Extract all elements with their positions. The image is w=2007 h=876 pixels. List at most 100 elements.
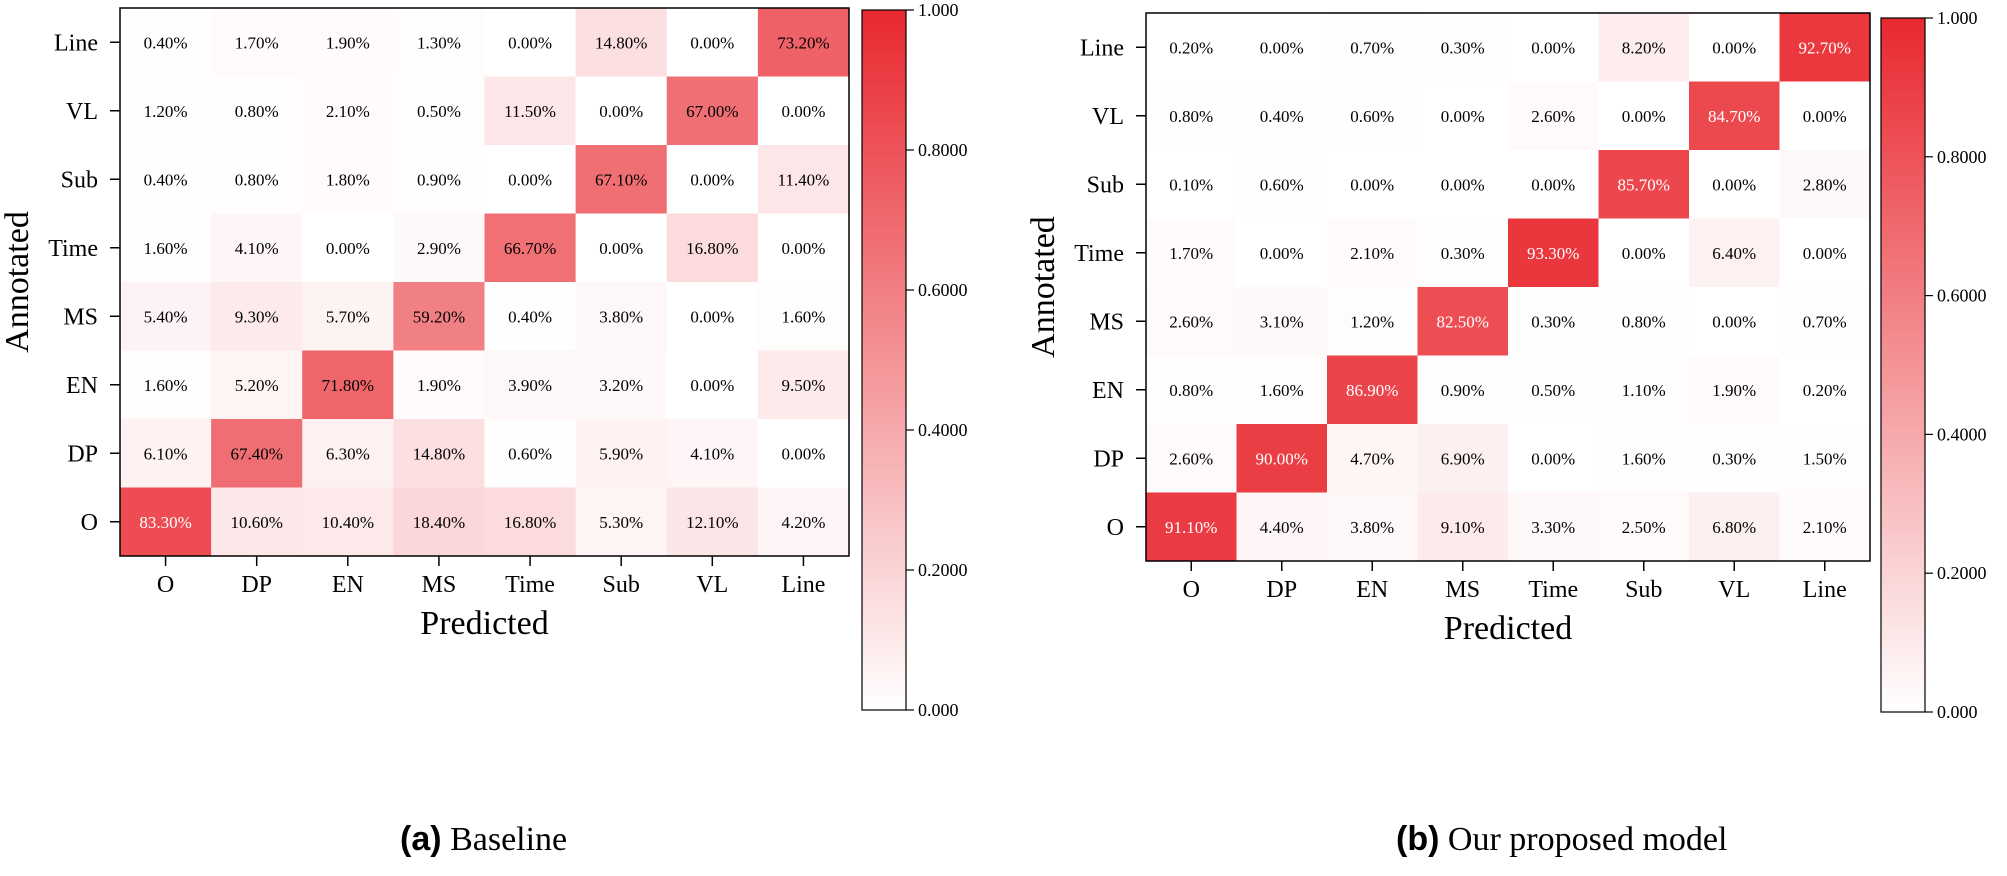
cell-a-dp-time [484, 419, 577, 488]
cell-b-time-vl [1689, 218, 1780, 288]
y-tick-label-a-ms: MS [63, 304, 98, 330]
colorbar-tick-label-b-3: 0.4000 [1937, 424, 1987, 444]
cell-b-dp-en [1327, 424, 1418, 493]
cell-a-vl-time [484, 76, 577, 146]
cell-a-ms-o [120, 282, 212, 351]
colorbar-tick-label-a-5: 0.000 [918, 700, 959, 720]
colorbar-tick-label-b-1: 0.8000 [1937, 147, 1987, 167]
cell-label-a-dp-dp: 67.40% [230, 444, 282, 463]
cell-label-b-time-line: 0.00% [1803, 244, 1847, 263]
cell-label-a-en-en: 71.80% [322, 376, 374, 395]
cell-label-b-line-dp: 0.00% [1260, 38, 1304, 57]
cell-label-a-sub-vl: 0.00% [690, 170, 734, 189]
cell-label-a-ms-sub: 3.80% [599, 307, 643, 326]
colorbar-tick-label-a-1: 0.8000 [918, 140, 968, 160]
cell-label-b-ms-ms: 82.50% [1437, 312, 1489, 331]
cell-label-a-vl-en: 2.10% [326, 102, 370, 121]
cell-label-a-vl-time: 11.50% [504, 102, 556, 121]
cell-a-ms-ms [393, 282, 485, 351]
cell-b-en-vl [1689, 355, 1780, 425]
cell-label-a-dp-o: 6.10% [144, 444, 188, 463]
cell-label-b-time-en: 2.10% [1350, 244, 1394, 263]
cell-b-en-en [1327, 355, 1418, 425]
cell-a-line-o [120, 8, 212, 77]
cell-a-vl-o [120, 76, 212, 146]
heatmap-panel-proposed: 0.20% 0.00% 0.70% 0.30% 0.00% 8.20% 0.00% 92.70… [1025, 8, 1987, 722]
cell-label-a-ms-en: 5.70% [326, 307, 370, 326]
cell-b-time-o [1146, 218, 1237, 288]
cell-label-b-o-dp: 4.40% [1260, 518, 1304, 537]
cell-label-a-sub-dp: 0.80% [235, 170, 279, 189]
cell-b-dp-ms [1417, 424, 1509, 493]
cell-label-b-line-o: 0.20% [1169, 38, 1213, 57]
cell-label-b-line-time: 0.00% [1531, 38, 1575, 57]
cell-b-o-sub [1598, 492, 1690, 562]
cell-a-time-en [302, 213, 394, 283]
cell-a-line-sub [575, 8, 668, 77]
cell-b-en-time [1508, 355, 1599, 425]
cell-label-a-time-time: 66.70% [504, 239, 556, 258]
cell-a-en-o [120, 350, 212, 420]
y-tick-label-b-time: Time [1074, 241, 1124, 267]
cell-b-vl-dp [1236, 81, 1328, 151]
cell-a-sub-sub [575, 145, 668, 214]
cell-label-b-sub-en: 0.00% [1350, 175, 1394, 194]
x-tick-label-b-o: O [1183, 577, 1200, 603]
cell-a-dp-line [757, 419, 850, 488]
cell-a-o-ms [393, 487, 485, 557]
cell-b-time-ms [1417, 218, 1509, 288]
cell-a-o-o [120, 487, 212, 557]
cell-label-b-time-vl: 6.40% [1712, 244, 1756, 263]
cell-label-b-o-vl: 6.80% [1712, 518, 1756, 537]
matrix-frame-b [1145, 12, 1871, 562]
cell-label-b-line-ms: 0.30% [1441, 38, 1485, 57]
y-tick-label-b-o: O [1107, 515, 1124, 541]
x-tick-label-a-dp: DP [241, 572, 272, 598]
cell-label-a-dp-line: 0.00% [781, 444, 825, 463]
cell-label-b-dp-vl: 0.30% [1712, 449, 1756, 468]
caption-a-tag: (a) [400, 820, 442, 858]
cell-label-b-ms-time: 0.30% [1531, 312, 1575, 331]
cell-a-vl-en [302, 76, 394, 146]
colorbar-tick-label-a-0: 1.000 [918, 0, 959, 20]
cell-label-b-en-line: 0.20% [1803, 381, 1847, 400]
cell-label-b-ms-line: 0.70% [1803, 312, 1847, 331]
cell-label-b-ms-sub: 0.80% [1622, 312, 1666, 331]
cell-label-a-en-ms: 1.90% [417, 376, 461, 395]
cell-label-b-sub-o: 0.10% [1169, 175, 1213, 194]
cell-label-a-line-en: 1.90% [326, 33, 370, 52]
cell-label-a-time-ms: 2.90% [417, 239, 461, 258]
x-tick-label-b-dp: DP [1266, 577, 1297, 603]
cell-label-b-ms-dp: 3.10% [1260, 312, 1304, 331]
cell-label-a-ms-time: 0.40% [508, 307, 552, 326]
cell-b-ms-en [1327, 287, 1418, 356]
cell-label-a-line-sub: 14.80% [595, 33, 647, 52]
cell-label-a-time-sub: 0.00% [599, 239, 643, 258]
cell-a-sub-o [120, 145, 212, 214]
cell-a-time-o [120, 213, 212, 283]
cell-label-b-o-en: 3.80% [1350, 518, 1394, 537]
cell-a-vl-vl [666, 76, 759, 146]
cell-label-b-line-vl: 0.00% [1712, 38, 1756, 57]
cell-a-sub-ms [393, 145, 485, 214]
cell-label-a-vl-ms: 0.50% [417, 102, 461, 121]
cell-label-a-o-en: 10.40% [322, 513, 374, 532]
cell-label-a-time-vl: 16.80% [686, 239, 738, 258]
cell-b-en-o [1146, 355, 1237, 425]
cell-label-a-line-o: 0.40% [144, 33, 188, 52]
cell-label-a-ms-vl: 0.00% [690, 307, 734, 326]
cell-b-ms-sub [1598, 287, 1690, 356]
cell-b-sub-sub [1598, 150, 1690, 219]
cell-label-a-line-vl: 0.00% [690, 33, 734, 52]
caption-b-tag: (b) [1396, 820, 1440, 858]
cell-label-b-sub-vl: 0.00% [1712, 175, 1756, 194]
cell-label-a-dp-vl: 4.10% [690, 444, 734, 463]
cell-b-line-dp [1236, 13, 1328, 82]
cell-a-en-line [757, 350, 850, 420]
cell-b-o-ms [1417, 492, 1509, 562]
cell-a-vl-line [757, 76, 850, 146]
colorbar-tick-label-b-2: 0.6000 [1937, 286, 1987, 306]
cell-label-b-en-o: 0.80% [1169, 381, 1213, 400]
cell-b-ms-vl [1689, 287, 1780, 356]
y-tick-label-b-vl: VL [1092, 104, 1124, 130]
